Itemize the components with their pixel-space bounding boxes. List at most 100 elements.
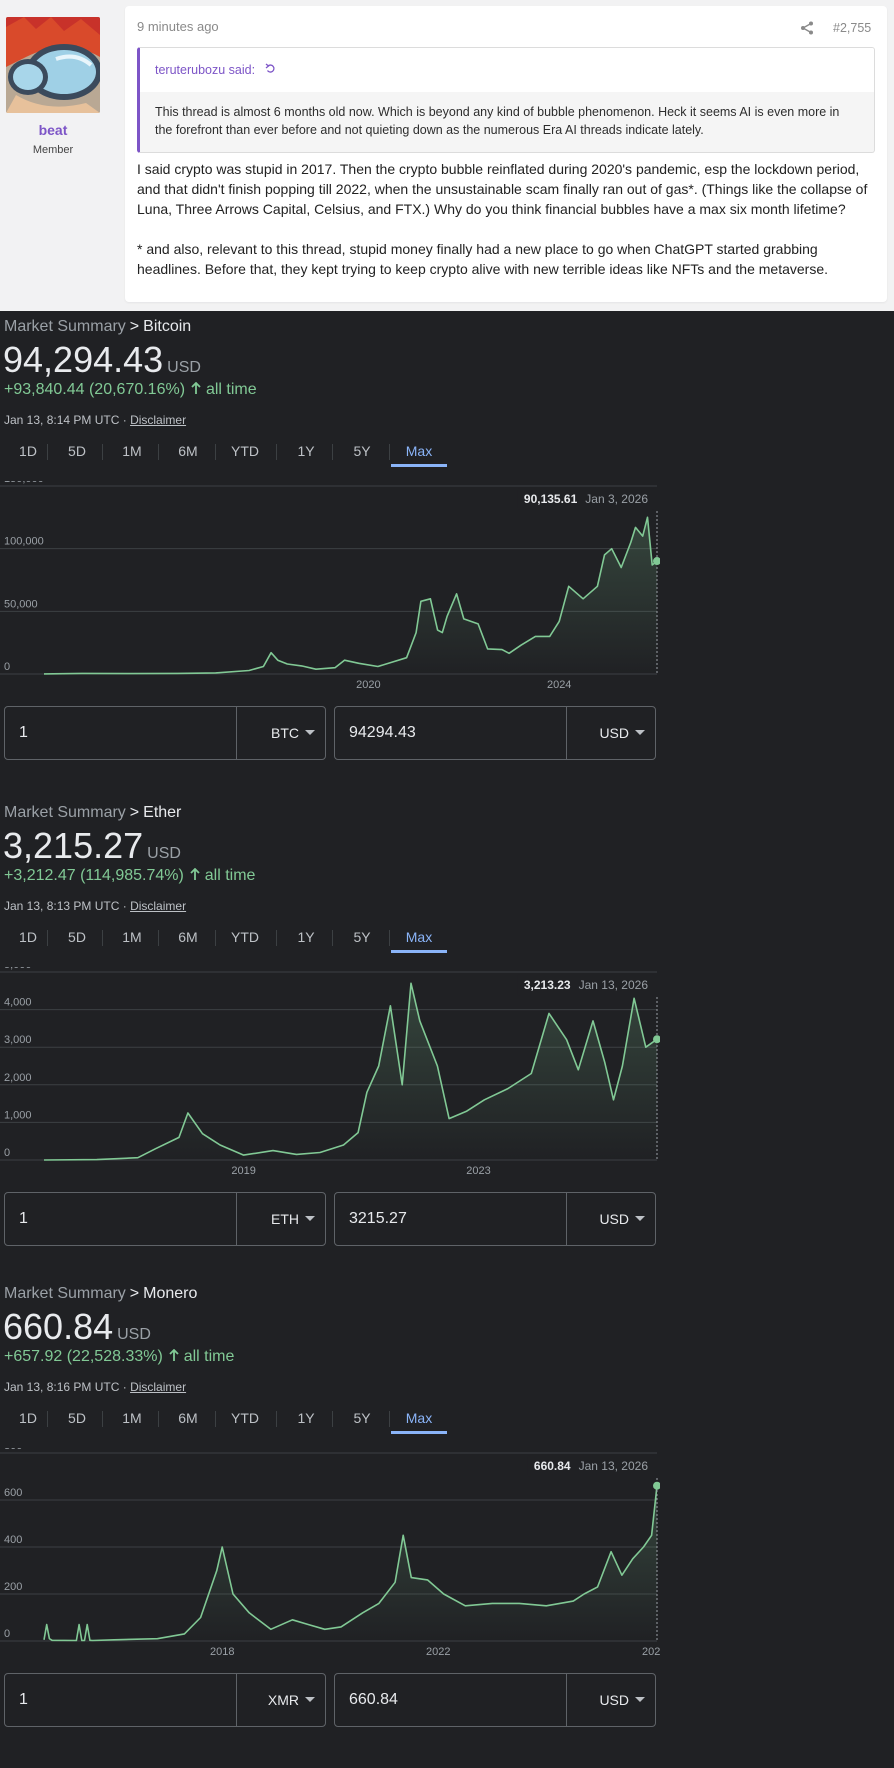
- range-divider: [332, 444, 333, 460]
- x-tick-label: 2022: [426, 1646, 450, 1658]
- range-tab-5d[interactable]: 5D: [68, 1410, 86, 1426]
- to-unit-select[interactable]: USD: [599, 1211, 629, 1227]
- chevron-down-icon[interactable]: [305, 1697, 315, 1702]
- range-tab-1y[interactable]: 1Y: [297, 443, 315, 459]
- to-unit-select[interactable]: USD: [599, 725, 629, 741]
- breadcrumb-market-summary[interactable]: Market Summary: [4, 804, 126, 821]
- from-amount-input[interactable]: 1: [19, 724, 28, 741]
- to-unit-select[interactable]: USD: [599, 1692, 629, 1708]
- arrow-up-icon: [169, 1349, 179, 1361]
- from-amount-input[interactable]: 1: [19, 1210, 28, 1227]
- change-value: +3,212.47 (114,985.74%): [4, 867, 184, 884]
- series-area: [44, 983, 657, 1160]
- range-tab-1d[interactable]: 1D: [19, 929, 37, 945]
- quote-block: teruterubozu said: This thread is almost…: [137, 47, 875, 153]
- range-tab-1y[interactable]: 1Y: [297, 929, 315, 945]
- range-tab-5d[interactable]: 5D: [68, 929, 86, 945]
- range-tab-5d[interactable]: 5D: [68, 443, 86, 459]
- chevron-down-icon[interactable]: [635, 1216, 645, 1221]
- disclaimer-link[interactable]: Disclaimer: [130, 1380, 187, 1394]
- price-currency: USD: [117, 1326, 151, 1343]
- breadcrumb-separator: >: [129, 1285, 140, 1302]
- chevron-down-icon[interactable]: [635, 730, 645, 735]
- field-divider: [566, 1674, 567, 1726]
- price-change: +3,212.47 (114,985.74%) all time: [4, 867, 255, 885]
- range-tab-5y[interactable]: 5Y: [353, 929, 371, 945]
- price-chart[interactable]: 0 50,000 100,000 150,000 2020 2024 90,135.61 Ja…: [0, 481, 660, 691]
- range-tab-1d[interactable]: 1D: [19, 443, 37, 459]
- range-divider: [102, 444, 103, 460]
- price-chart[interactable]: 0 200 400 600 800 2018 2022 2026 660.84 Jan 13, 2…: [0, 1448, 660, 1658]
- range-tab-max[interactable]: Max: [391, 923, 447, 953]
- range-tab-ytd[interactable]: YTD: [231, 443, 259, 459]
- to-amount-field[interactable]: 3215.27 USD: [334, 1192, 656, 1246]
- from-amount-input[interactable]: 1: [19, 1691, 28, 1708]
- range-tab-5y[interactable]: 5Y: [353, 1410, 371, 1426]
- price-value: 94,294.43: [3, 339, 164, 380]
- price-chart[interactable]: 0 1,000 2,000 3,000 4,000 5,000 2019 2023 3,213.…: [0, 967, 660, 1177]
- range-tab-ytd[interactable]: YTD: [231, 1410, 259, 1426]
- to-amount-field[interactable]: 660.84 USD: [334, 1673, 656, 1727]
- share-icon[interactable]: [799, 20, 815, 36]
- from-unit-select[interactable]: ETH: [271, 1211, 299, 1227]
- price-value: 3,215.27: [3, 825, 144, 866]
- jump-to-quote-icon[interactable]: [265, 63, 276, 77]
- series-line: [43, 1485, 658, 1642]
- to-amount-field[interactable]: 94294.43 USD: [334, 706, 656, 760]
- post-paragraph: * and also, relevant to this thread, stu…: [137, 241, 829, 277]
- breadcrumb: Market Summary > Monero: [4, 1285, 197, 1303]
- to-amount-input[interactable]: 660.84: [349, 1691, 398, 1708]
- timestamp-text: Jan 13, 8:16 PM UTC ·: [4, 1380, 127, 1394]
- field-divider: [236, 1674, 237, 1726]
- disclaimer-link[interactable]: Disclaimer: [130, 899, 187, 913]
- range-divider: [158, 1411, 159, 1427]
- range-tab-6m[interactable]: 6M: [178, 929, 198, 945]
- range-divider: [332, 930, 333, 946]
- timestamp-text: Jan 13, 8:14 PM UTC ·: [4, 413, 127, 427]
- disclaimer-link[interactable]: Disclaimer: [130, 413, 187, 427]
- range-tab-max[interactable]: Max: [391, 437, 447, 467]
- chevron-down-icon[interactable]: [635, 1697, 645, 1702]
- range-tab-1m[interactable]: 1M: [122, 929, 142, 945]
- from-amount-field[interactable]: 1 ETH: [4, 1192, 326, 1246]
- from-unit-select[interactable]: XMR: [267, 1692, 299, 1708]
- range-tab-6m[interactable]: 6M: [178, 443, 198, 459]
- range-tab-max[interactable]: Max: [391, 1404, 447, 1434]
- quote-header[interactable]: teruterubozu said:: [140, 48, 874, 92]
- chevron-down-icon[interactable]: [305, 1216, 315, 1221]
- range-tab-ytd[interactable]: YTD: [231, 929, 259, 945]
- chevron-down-icon[interactable]: [305, 730, 315, 735]
- range-tab-5y[interactable]: 5Y: [353, 443, 371, 459]
- change-period: all time: [204, 867, 256, 884]
- from-amount-field[interactable]: 1 BTC: [4, 706, 326, 760]
- breadcrumb-asset: Monero: [143, 1285, 198, 1302]
- range-tab-1m[interactable]: 1M: [122, 1410, 142, 1426]
- breadcrumb-market-summary[interactable]: Market Summary: [4, 1285, 126, 1302]
- series-area: [44, 517, 657, 674]
- to-amount-input[interactable]: 3215.27: [349, 1210, 407, 1227]
- range-divider: [47, 444, 48, 460]
- username[interactable]: beat: [38, 122, 68, 138]
- to-amount-input[interactable]: 94294.43: [349, 724, 416, 741]
- breadcrumb: Market Summary > Ether: [4, 804, 181, 822]
- market-summary-screenshots: Market Summary > Bitcoin 94,294.43 USD +93,…: [0, 311, 894, 1768]
- post-body: I said crypto was stupid in 2017. Then t…: [137, 159, 885, 299]
- range-divider: [276, 444, 277, 460]
- post-number[interactable]: #2,755: [833, 21, 872, 35]
- range-tab-6m[interactable]: 6M: [178, 1410, 198, 1426]
- change-period: all time: [183, 1348, 235, 1365]
- post-time[interactable]: 9 minutes ago: [137, 19, 219, 34]
- from-amount-field[interactable]: 1 XMR: [4, 1673, 326, 1727]
- series-line: [43, 982, 658, 1161]
- quote-author[interactable]: teruterubozu said:: [155, 63, 256, 77]
- avatar[interactable]: [6, 17, 100, 113]
- range-tab-1m[interactable]: 1M: [122, 443, 142, 459]
- range-tab-1y[interactable]: 1Y: [297, 1410, 315, 1426]
- tooltip-value: 90,135.61: [524, 492, 578, 506]
- breadcrumb-market-summary[interactable]: Market Summary: [4, 318, 126, 335]
- breadcrumb-separator: >: [129, 804, 140, 821]
- y-tick-label: 0: [4, 1147, 10, 1159]
- range-tab-1d[interactable]: 1D: [19, 1410, 37, 1426]
- y-tick-label: 100,000: [4, 536, 44, 548]
- from-unit-select[interactable]: BTC: [271, 725, 299, 741]
